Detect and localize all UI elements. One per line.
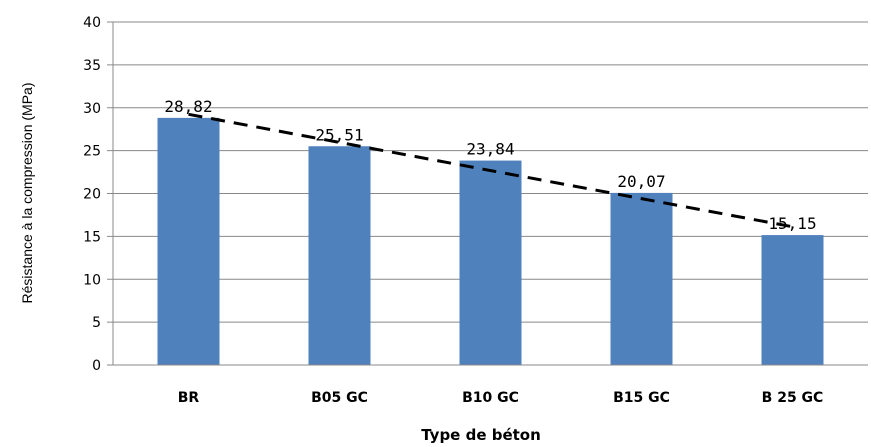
y-tick-label: 15 — [83, 229, 101, 245]
y-tick-label: 10 — [83, 272, 101, 288]
x-axis-title: Type de béton — [421, 426, 541, 444]
y-tick-label: 35 — [83, 58, 101, 74]
y-tick-label: 5 — [92, 315, 101, 331]
y-tick-label: 0 — [92, 358, 101, 374]
y-tick-labels: 0 5 10 15 20 25 30 35 40 — [83, 15, 113, 374]
y-tick-label: 25 — [83, 144, 101, 160]
data-label: 15,15 — [768, 214, 816, 233]
x-tick-labels: BR B05 GC B10 GC B15 GC B 25 GC — [178, 390, 824, 406]
bar — [157, 117, 220, 365]
y-tick-label: 20 — [83, 187, 101, 203]
x-tick-label: B05 GC — [311, 390, 368, 406]
data-labels: 28,82 25,51 23,84 20,07 15,15 — [164, 97, 816, 233]
x-tick-label: B 25 GC — [762, 390, 824, 406]
x-tick-label: B15 GC — [613, 390, 670, 406]
bars — [157, 117, 824, 365]
bar — [761, 235, 824, 365]
y-axis-title: Résistance à la compression (MPa) — [19, 83, 35, 304]
trendline-group — [188, 112, 793, 229]
data-label: 23,84 — [466, 140, 514, 159]
bar — [459, 160, 522, 365]
y-tick-label: 40 — [83, 15, 101, 31]
y-tick-label: 30 — [83, 101, 101, 117]
bar — [308, 146, 371, 365]
x-tick-label: B10 GC — [462, 390, 519, 406]
data-label: 25,51 — [315, 125, 363, 144]
x-tick-label: BR — [178, 390, 200, 406]
data-label: 20,07 — [617, 172, 665, 191]
trendline — [188, 112, 793, 229]
data-label: 28,82 — [164, 97, 212, 116]
bar — [610, 192, 673, 365]
